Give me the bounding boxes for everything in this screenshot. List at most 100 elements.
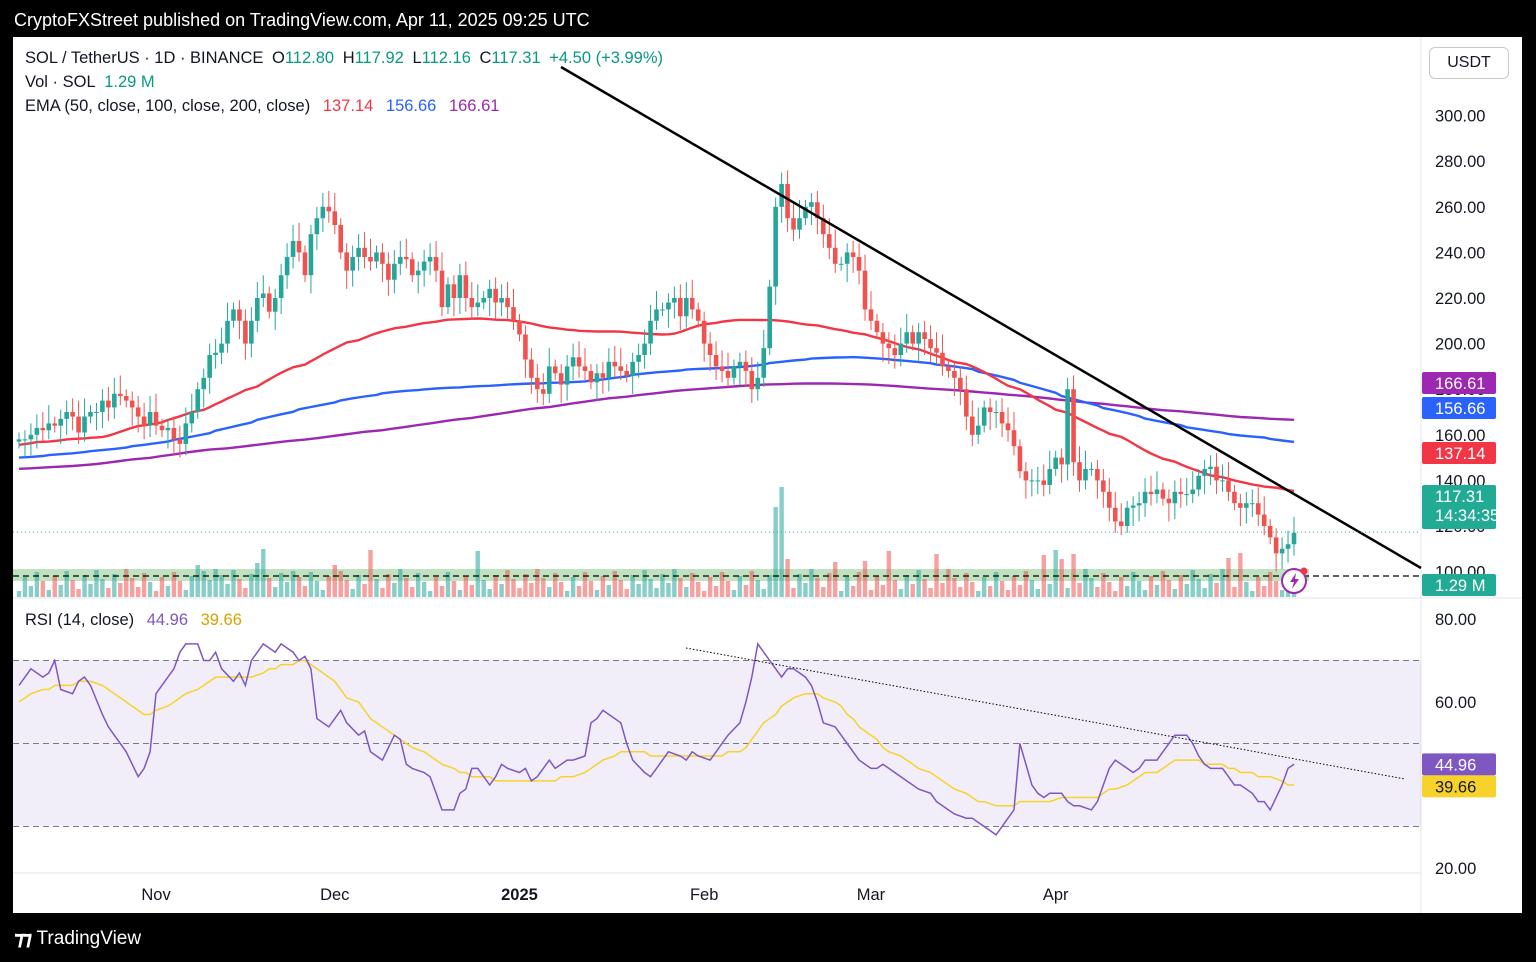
volume-bar (332, 565, 337, 597)
volume-bar (725, 581, 731, 597)
price-tick-label: 300.00 (1435, 108, 1485, 126)
candle-body (797, 218, 802, 230)
candle-body (296, 241, 302, 253)
candle-body (415, 270, 421, 276)
tradingview-footer[interactable]: ⁊⁊ TradingView (14, 926, 141, 951)
candle-body (308, 234, 314, 276)
ema200-badge-text: 166.61 (1435, 375, 1485, 393)
candle-body (713, 355, 719, 367)
volume-bar (958, 587, 963, 597)
volume-bar (320, 590, 326, 597)
volume-bar (564, 591, 570, 597)
candle-body (1285, 544, 1291, 549)
candle-body (743, 361, 749, 371)
volume-bar (1279, 590, 1285, 597)
volume-bar (1119, 577, 1124, 597)
symbol-name[interactable]: SOL / TetherUS · 1D · BINANCE (25, 49, 264, 67)
rsi-tick-label: 60.00 (1435, 694, 1476, 712)
candle-body (1261, 514, 1267, 526)
candle-body (952, 370, 957, 378)
rsi-ma-badge: 39.66 (1422, 775, 1496, 798)
candle-body (1017, 446, 1023, 472)
volume-bar (904, 575, 909, 597)
candle-body (1238, 503, 1243, 508)
candle-body (815, 202, 820, 219)
chart-frame[interactable]: 300.00280.00260.00240.00220.00200.00180.… (13, 37, 1522, 913)
candle-body (284, 256, 290, 276)
candle-body (850, 252, 856, 257)
symbol-legend[interactable]: SOL / TetherUS · 1D · BINANCE O112.80 H1… (25, 49, 667, 68)
volume-bar (58, 585, 63, 597)
candle-body (189, 412, 195, 424)
candle-body (100, 400, 105, 412)
candle-body (314, 218, 320, 235)
volume-bar (856, 572, 862, 597)
price-tick-label: 160.00 (1435, 427, 1485, 445)
volume-bar (666, 583, 671, 597)
candle-body (177, 439, 183, 444)
volume-bar (570, 577, 576, 597)
candle-body (892, 348, 898, 355)
candle-body (260, 293, 266, 298)
volume-bar (183, 590, 189, 597)
volume-bar (177, 581, 183, 597)
candle-body (1178, 491, 1184, 495)
candle-body (618, 366, 624, 371)
volume-bar (713, 586, 719, 597)
candle-body (112, 393, 117, 408)
volume-bar (1273, 581, 1279, 597)
lightning-alert-icon[interactable] (1281, 567, 1308, 594)
candle-body (904, 332, 910, 344)
ema50-badge: 137.14 (1422, 442, 1496, 464)
volume-bar (719, 572, 725, 597)
candle-body (1190, 489, 1196, 495)
candle-body (767, 286, 773, 349)
ema-legend[interactable]: EMA (50, close, 100, close, 200, close) … (25, 97, 503, 116)
candle-body (1267, 526, 1273, 538)
volume-bar (838, 591, 844, 597)
candle-body (529, 359, 534, 378)
volume-bar (898, 589, 903, 597)
candle-body (636, 355, 641, 362)
ema50-value: 137.14 (322, 97, 374, 115)
candle-body (356, 247, 361, 257)
currency-unit-button[interactable]: USDT (1429, 47, 1509, 79)
volume-bar (439, 586, 445, 597)
volume-bar (1005, 590, 1011, 597)
candle-body (535, 377, 540, 390)
candle-body (64, 412, 69, 419)
volume-bar (606, 585, 612, 597)
candle-body (511, 307, 516, 321)
candle-body (499, 298, 504, 303)
candle-body (1202, 469, 1207, 476)
ema200-line (18, 382, 1295, 470)
candle-body (129, 400, 135, 408)
volume-bar (1148, 576, 1154, 597)
chart-canvas[interactable]: 300.00280.00260.00240.00220.00200.00180.… (13, 37, 1522, 913)
candle-body (826, 234, 832, 248)
volume-bar (701, 591, 707, 597)
volume-bar (1190, 570, 1195, 597)
rsi-value: 44.96 (146, 611, 189, 629)
volume-label: Vol · SOL (25, 73, 96, 91)
volume-bar (1250, 591, 1255, 597)
volume-legend[interactable]: Vol · SOL 1.29 M (25, 73, 159, 92)
candle-body (1220, 480, 1225, 482)
volume-bar (374, 579, 379, 597)
candle-body (785, 184, 790, 219)
candle-body (445, 284, 451, 308)
volume-bar (850, 586, 856, 597)
volume-bar (82, 575, 87, 597)
volume-bar (1184, 584, 1189, 597)
price-tick-label: 260.00 (1435, 199, 1485, 217)
candle-body (159, 425, 165, 431)
candle-body (362, 247, 367, 257)
volume-bar (892, 580, 898, 597)
candle-body (469, 298, 475, 308)
candle-series (16, 170, 1297, 572)
volume-bar (886, 551, 892, 597)
candle-body (481, 298, 487, 303)
rsi-legend[interactable]: RSI (14, close) 44.96 39.66 (25, 611, 246, 630)
ema50-line (18, 317, 1295, 493)
volume-bar (165, 586, 171, 597)
